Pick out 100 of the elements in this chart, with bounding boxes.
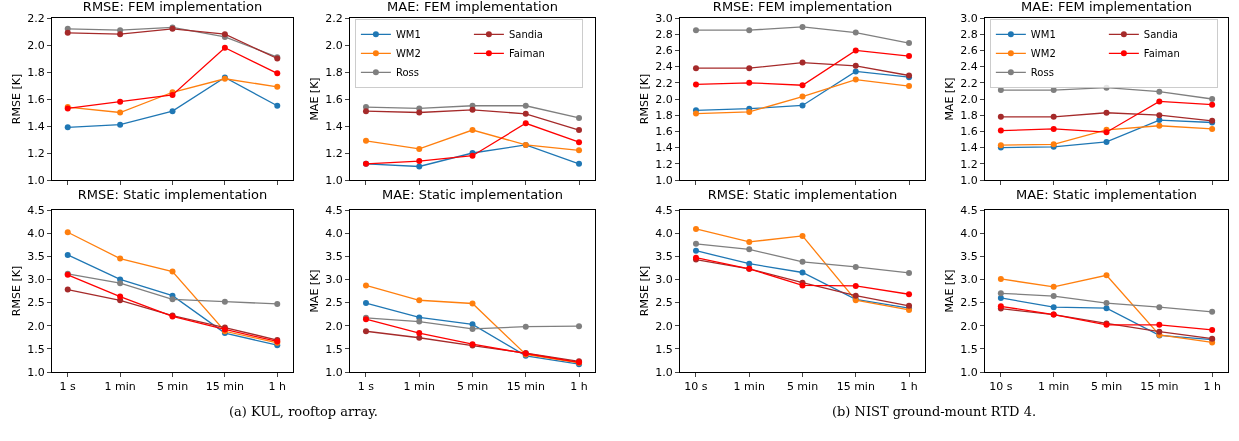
y-axis-title: RMSE [K]: [637, 73, 651, 125]
y-tick-label: 3.5: [655, 250, 673, 264]
y-axis-title: MAE [K]: [942, 269, 956, 313]
y-tick-label: 1.4: [655, 141, 673, 155]
text: (b) NIST ground-mount RTD 4.: [830, 404, 1038, 419]
y-tick-label: 3.5: [325, 250, 343, 264]
x-tick-label: 1 s: [59, 380, 77, 394]
y-tick-label: 2.5: [27, 296, 45, 310]
chart-title: RMSE: FEM implementation: [82, 0, 263, 15]
chart-title: RMSE: FEM implementation: [712, 0, 893, 15]
y-tick-label: 1.2: [655, 157, 673, 171]
y-tick-label: 2.8: [960, 28, 978, 42]
y-tick-label: 2.2: [27, 11, 45, 25]
y-tick-label: 1.5: [655, 342, 673, 356]
x-tick-label: 1 h: [570, 380, 588, 394]
y-tick-label: 2.4: [960, 60, 978, 74]
y-tick-label: 1.8: [27, 65, 45, 79]
x-tick-label: 1 min: [733, 380, 765, 394]
y-tick-label: 2.2: [960, 76, 978, 90]
y-tick-label: 2.6: [960, 44, 978, 58]
x-tick-label: 15 min: [506, 380, 545, 394]
y-tick-label: 2.2: [655, 76, 673, 90]
y-tick-label: 3.5: [960, 250, 978, 264]
y-tick-label: 1.0: [960, 365, 978, 379]
x-tick-label: 1 h: [900, 380, 918, 394]
x-tick-label: 10 s: [684, 380, 708, 394]
y-tick-label: 2.0: [27, 319, 45, 333]
y-tick-label: 1.0: [325, 365, 343, 379]
legend-label: Ross: [395, 67, 419, 79]
chart-title: RMSE: Static implementation: [77, 187, 268, 203]
legend-label: Faiman: [508, 48, 545, 60]
chart-title: MAE: FEM implementation: [1021, 0, 1192, 15]
y-tick-label: 1.0: [27, 365, 45, 379]
y-axis-title: MAE [K]: [942, 77, 956, 121]
x-tick-label: 5 min: [786, 380, 819, 394]
y-tick-label: 1.8: [655, 109, 673, 123]
x-tick-label: 5 min: [1090, 380, 1123, 394]
legend-label: WM1: [1030, 29, 1056, 41]
y-tick-label: 2.5: [960, 296, 978, 310]
y-tick-label: 2.0: [655, 92, 673, 106]
y-tick-label: 2.4: [655, 60, 673, 74]
y-tick-label: 1.0: [655, 173, 673, 187]
y-tick-label: 4.0: [960, 226, 978, 240]
y-tick-label: 2.6: [655, 44, 673, 58]
y-tick-label: 3.0: [960, 11, 978, 25]
y-tick-label: 2.0: [655, 319, 673, 333]
legend-label: Faiman: [1143, 48, 1180, 60]
chart-title: MAE: FEM implementation: [387, 0, 558, 15]
y-tick-label: 1.4: [325, 119, 343, 133]
y-axis-title: RMSE [K]: [637, 265, 651, 317]
y-tick-label: 1.2: [27, 146, 45, 160]
y-tick-label: 1.2: [960, 157, 978, 171]
y-tick-label: 2.0: [27, 38, 45, 52]
chart-title: RMSE: Static implementation: [707, 187, 898, 203]
y-tick-label: 3.0: [655, 273, 673, 287]
chart-title: MAE: Static implementation: [381, 187, 564, 203]
y-tick-label: 3.0: [960, 273, 978, 287]
y-tick-label: 4.0: [27, 226, 45, 240]
legend-label: Ross: [1030, 67, 1054, 79]
y-tick-label: 4.5: [655, 203, 673, 217]
x-tick-label: 1 s: [357, 380, 375, 394]
legend-label: Sandia: [508, 29, 543, 41]
x-tick-label: 15 min: [836, 380, 875, 394]
y-tick-label: 1.5: [325, 342, 343, 356]
x-tick-label: 10 s: [989, 380, 1013, 394]
y-tick-label: 3.0: [655, 11, 673, 25]
x-tick-label: 15 min: [1140, 380, 1179, 394]
y-tick-label: 1.5: [960, 342, 978, 356]
chart-title: MAE: Static implementation: [1015, 187, 1198, 203]
y-tick-label: 2.0: [960, 319, 978, 333]
x-tick-label: 15 min: [205, 380, 245, 394]
y-tick-label: 4.0: [325, 226, 343, 240]
legend-label: Sandia: [1143, 29, 1178, 41]
y-tick-label: 1.0: [27, 173, 45, 187]
y-tick-label: 1.6: [27, 92, 45, 106]
legend-label: WM2: [395, 48, 421, 60]
y-tick-label: 1.4: [960, 141, 978, 155]
y-tick-label: 4.5: [27, 203, 45, 217]
y-tick-label: 2.5: [655, 296, 673, 310]
y-tick-label: 1.6: [655, 125, 673, 139]
y-axis-title: MAE [K]: [307, 269, 321, 313]
y-tick-label: 1.0: [655, 365, 673, 379]
y-tick-label: 1.0: [325, 173, 343, 187]
y-axis-title: MAE [K]: [307, 77, 321, 121]
y-tick-label: 1.2: [325, 146, 343, 160]
x-tick-label: 5 min: [156, 380, 189, 394]
x-tick-label: 5 min: [456, 380, 489, 394]
y-tick-label: 2.5: [325, 296, 343, 310]
y-tick-label: 1.8: [960, 109, 978, 123]
x-tick-label: 1 min: [403, 380, 435, 394]
text: (a) KUL, rooftop array.: [228, 404, 379, 419]
y-tick-label: 2.0: [325, 38, 343, 52]
y-tick-label: 2.8: [655, 28, 673, 42]
y-axis-title: RMSE [K]: [9, 265, 23, 317]
y-tick-label: 2.0: [325, 319, 343, 333]
legend-label: WM1: [395, 29, 421, 41]
y-tick-label: 1.8: [325, 65, 343, 79]
y-tick-label: 3.0: [325, 273, 343, 287]
y-tick-label: 1.0: [960, 173, 978, 187]
y-axis-title: RMSE [K]: [9, 73, 23, 125]
